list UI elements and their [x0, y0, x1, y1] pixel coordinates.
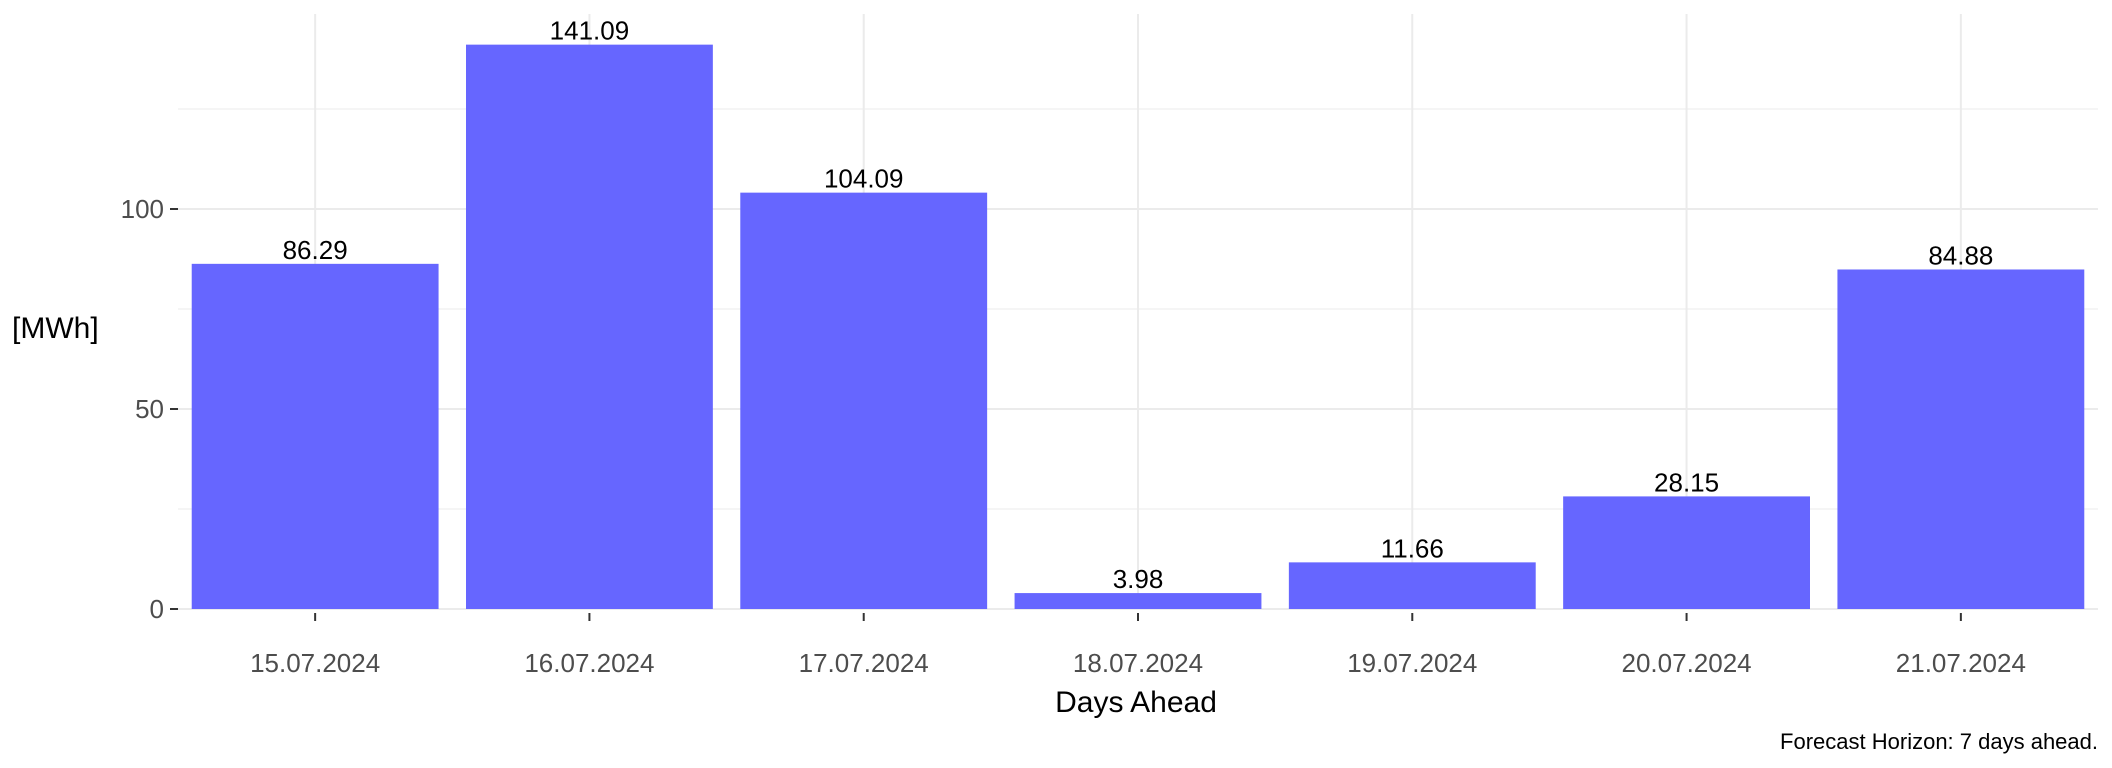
- y-tick-label: 100: [121, 194, 164, 224]
- bar: [466, 44, 713, 609]
- bar-value-label: 3.98: [1113, 564, 1164, 594]
- bars: [191, 44, 2085, 609]
- bar: [1288, 562, 1536, 609]
- bar: [740, 192, 988, 609]
- y-axis-ticks: 0 50 100: [121, 194, 178, 624]
- bar-value-label: 104.09: [824, 164, 904, 194]
- bar: [1014, 593, 1262, 609]
- x-axis-ticks: 15.07.2024 16.07.2024 17.07.2024 18.07.2024…: [250, 613, 2026, 678]
- bar-value-label: 86.29: [283, 235, 348, 265]
- bar: [1837, 269, 2085, 609]
- bar: [1563, 496, 1810, 609]
- x-tick-label: 15.07.2024: [250, 648, 380, 678]
- x-tick-label: 16.07.2024: [524, 648, 654, 678]
- data-labels: 86.29 141.09 104.09 3.98 11.66 28.15 84.88: [283, 16, 1994, 594]
- bar: [191, 263, 439, 609]
- x-axis-title: Days Ahead: [1055, 686, 1217, 719]
- chart-caption: Forecast Horizon: 7 days ahead.: [1780, 729, 2098, 754]
- bar-value-label: 141.09: [550, 16, 630, 46]
- x-tick-label: 17.07.2024: [799, 648, 929, 678]
- y-tick-label: 50: [135, 394, 164, 424]
- bar-value-label: 11.66: [1381, 533, 1444, 563]
- bar-value-label: 28.15: [1654, 467, 1719, 497]
- x-tick-label: 18.07.2024: [1073, 648, 1203, 678]
- x-tick-label: 20.07.2024: [1622, 648, 1752, 678]
- y-tick-label: 0: [150, 594, 164, 624]
- y-axis-title: [MWh]: [12, 312, 99, 345]
- x-tick-label: 21.07.2024: [1896, 648, 2026, 678]
- x-tick-label: 19.07.2024: [1347, 648, 1477, 678]
- bar-value-label: 84.88: [1928, 240, 1993, 270]
